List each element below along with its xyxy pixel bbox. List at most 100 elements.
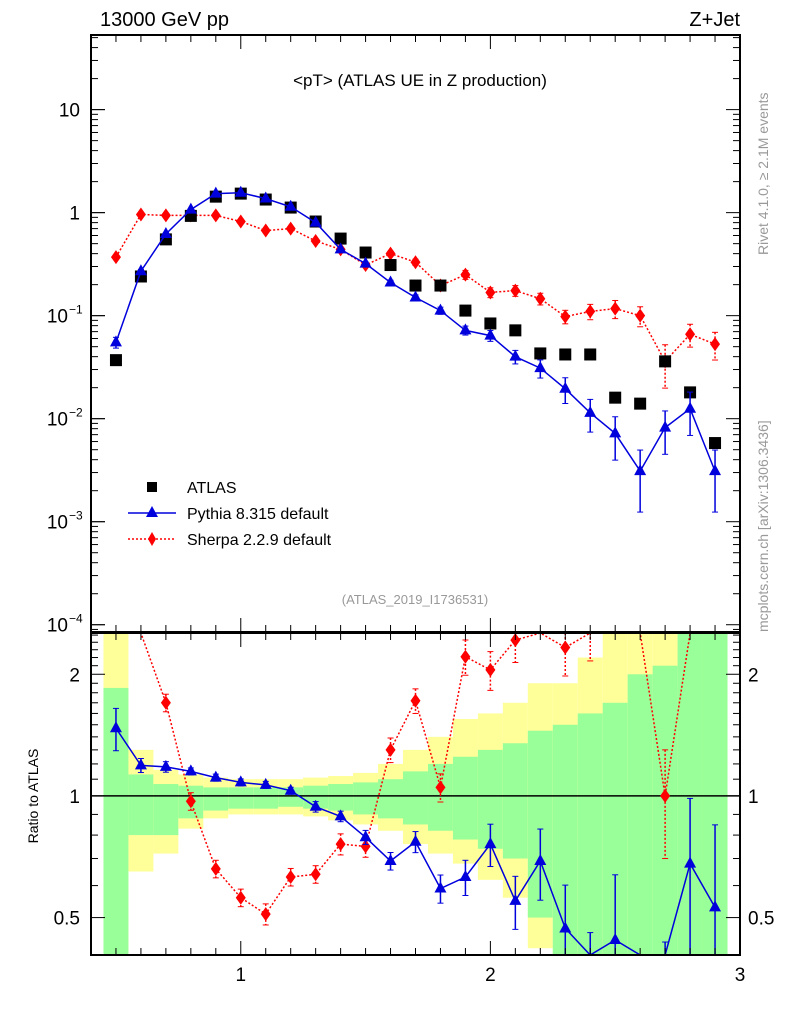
main-data-layer	[109, 185, 722, 513]
pythia-ratio-point	[184, 764, 197, 776]
sherpa-ratio-point	[385, 742, 396, 757]
ratio-y-tick-label-right: 1	[748, 787, 759, 808]
pythia-point	[334, 242, 347, 254]
pythia-point	[459, 323, 472, 335]
main-y-tick-label: 10	[47, 410, 68, 431]
atlas-point	[584, 348, 597, 361]
x-tick-label: 1	[235, 965, 246, 986]
sherpa-ratio-point	[660, 788, 671, 803]
sherpa-point	[460, 267, 471, 282]
sherpa-ratio-point	[210, 861, 221, 876]
ratio-y-tick-label: 1	[69, 787, 80, 808]
main-y-tick-label: 10	[47, 616, 68, 637]
sherpa-ratio-point	[335, 837, 346, 852]
pythia-ratio-point	[234, 775, 247, 787]
legend-item-pythia[interactable]: Pythia 8.315 default	[128, 506, 329, 523]
band-inner	[627, 674, 653, 955]
sherpa-point	[635, 308, 646, 323]
legend-item-atlas[interactable]: ATLAS	[147, 480, 237, 497]
atlas-point	[334, 232, 347, 245]
pythia-point	[684, 401, 697, 413]
sherpa-ratio-point	[510, 633, 521, 648]
sherpa-point	[560, 309, 571, 324]
pythia-ratio-point	[684, 856, 697, 868]
pythia-ratio-point	[609, 933, 622, 945]
atlas-point	[634, 397, 647, 410]
header-energy-label: 13000 GeV pp	[100, 9, 229, 31]
pythia-ratio-point	[484, 837, 497, 849]
sherpa-ratio-point	[435, 780, 446, 795]
sherpa-point	[210, 208, 221, 223]
legend-label-sherpa: Sherpa 2.2.9 default	[187, 532, 332, 549]
pythia-ratio-point	[209, 770, 222, 782]
band-inner	[577, 713, 603, 955]
pythia-point	[259, 191, 272, 203]
band-inner	[278, 787, 304, 807]
sherpa-ratio-point	[410, 693, 421, 708]
sherpa-point	[160, 208, 171, 223]
sherpa-point	[260, 223, 271, 238]
main-y-tick-label: 1	[69, 204, 80, 225]
pythia-ratio-point	[109, 721, 122, 733]
atlas-point	[559, 348, 572, 361]
legend-label-pythia: Pythia 8.315 default	[187, 506, 329, 523]
pythia-line	[115, 191, 716, 473]
ratio-y-tick-label: 2	[69, 665, 80, 686]
pythia-ratio-point	[334, 809, 347, 821]
band-inner	[153, 784, 179, 836]
main-plot-title: <pT> (ATLAS UE in Z production)	[293, 71, 547, 90]
main-y-tick-exponent: −1	[69, 303, 83, 317]
band-inner	[328, 784, 354, 811]
legend-item-sherpa[interactable]: Sherpa 2.2.9 default	[128, 532, 332, 549]
pythia-ratio-point	[309, 799, 322, 811]
band-inner	[253, 787, 279, 809]
main-y-tick-exponent: −2	[69, 406, 83, 420]
ratio-y-axis-label: Ratio to ATLAS	[25, 749, 41, 844]
sherpa-point	[610, 301, 621, 316]
main-y-tick-exponent: −4	[69, 612, 83, 626]
pythia-point	[359, 256, 372, 268]
pythia-point	[484, 328, 497, 340]
sherpa-point	[410, 255, 421, 270]
band-inner	[203, 787, 229, 811]
pythia-point	[409, 290, 422, 302]
pythia-point	[584, 405, 597, 417]
ratio-y-tick-label: 0.5	[54, 909, 80, 930]
pythia-ratio-point	[459, 870, 472, 882]
x-tick-label: 2	[485, 965, 496, 986]
pythia-ratio-point	[434, 881, 447, 893]
pythia-ratio-point	[359, 830, 372, 842]
sherpa-ratio-point	[485, 662, 496, 677]
legend-marker-sherpa	[148, 532, 156, 546]
sherpa-ratio-point	[285, 870, 296, 885]
pythia-point	[534, 361, 547, 373]
pythia-ratio-point	[284, 783, 297, 795]
sherpa-point	[585, 304, 596, 319]
sherpa-point	[485, 285, 496, 300]
sherpa-point	[135, 207, 146, 222]
pythia-point	[659, 420, 672, 432]
ratio-panel: 2 2 1 1 0.5 0.5 1 2 3 Ratio to ATLAS	[25, 632, 774, 986]
atlas-point	[109, 354, 122, 367]
mcplots-reference-label: mcplots.cern.ch [arXiv:1306.3436]	[755, 420, 771, 632]
band-inner	[128, 774, 154, 836]
pythia-point	[209, 186, 222, 198]
ratio-y-tick-label-right: 0.5	[748, 909, 774, 930]
sherpa-ratio-point	[460, 649, 471, 664]
band-inner	[353, 782, 379, 815]
atlas-point	[384, 259, 397, 272]
sherpa-ratio-point	[235, 890, 246, 905]
pythia-ratio-point	[134, 758, 147, 770]
sherpa-ratio-point	[185, 794, 196, 809]
sherpa-point	[285, 221, 296, 236]
pythia-point	[234, 185, 247, 197]
main-y-tick-label: 10	[47, 307, 68, 328]
analysis-tag: (ATLAS_2019_I1736531)	[342, 592, 488, 607]
band-inner	[452, 756, 478, 840]
pythia-point	[384, 275, 397, 287]
sherpa-point	[710, 337, 721, 352]
pythia-point	[509, 349, 522, 361]
pythia-ratio-point	[409, 834, 422, 846]
ratio-data-layer	[91, 632, 740, 956]
